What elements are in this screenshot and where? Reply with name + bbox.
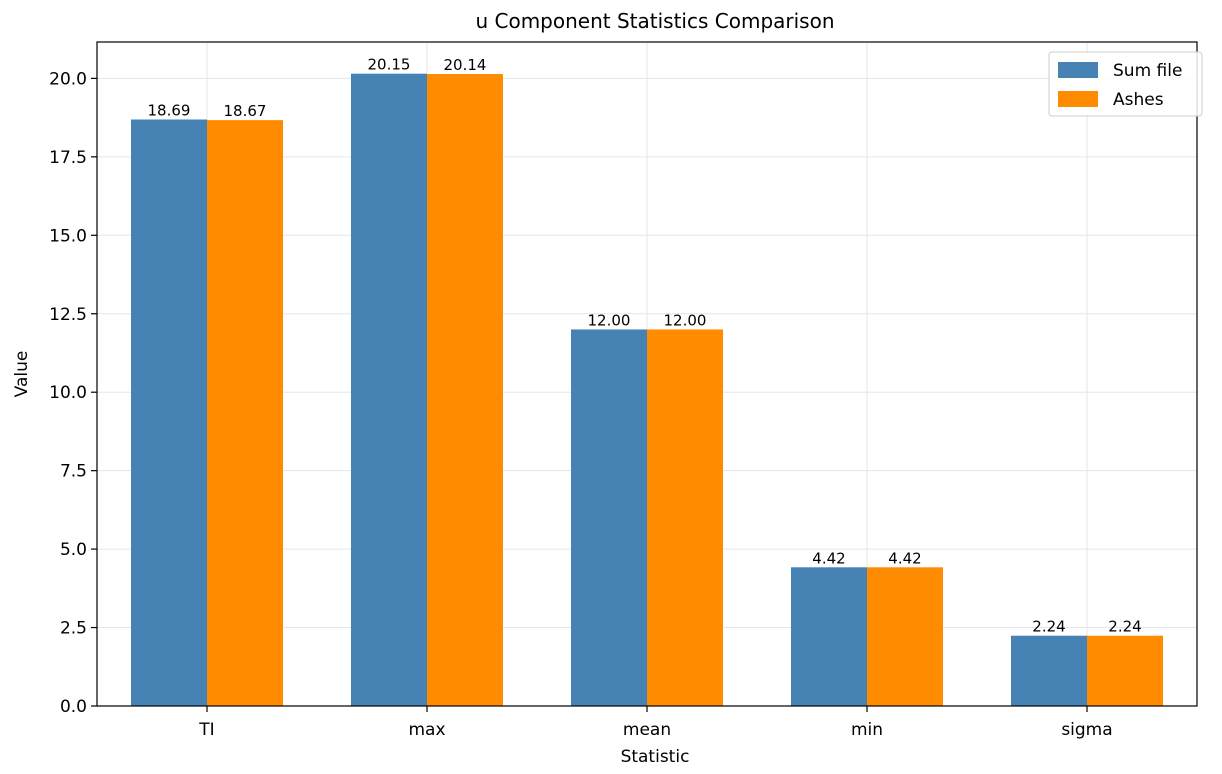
bar-sum-file-sigma [1011,635,1087,706]
legend-label: Ashes [1113,90,1164,110]
bar-value-label: 20.15 [368,56,411,74]
bar-value-label: 12.00 [664,311,707,329]
bars [131,73,1163,707]
bar-value-label: 4.42 [888,549,921,567]
bar-ashes-min [867,567,943,706]
y-tick-label: 12.5 [49,305,87,325]
bar-value-label: 18.69 [148,102,191,120]
y-tick-label: 7.5 [60,462,87,482]
bar-value-label: 2.24 [1032,618,1065,636]
bar-ashes-mean [647,329,723,706]
bar-sum-file-mean [571,329,647,706]
bar-sum-file-ti [131,119,207,707]
bar-ashes-sigma [1087,635,1163,706]
bar-sum-file-max [351,73,427,706]
x-tick-label: sigma [1061,720,1112,740]
y-tick-label: 0.0 [60,697,87,717]
x-tick-label: max [408,720,445,740]
legend: Sum file Ashes [1048,51,1203,117]
bar-value-label: 12.00 [588,311,631,329]
y-tick-label: 2.5 [60,619,87,639]
x-axis-label: Statistic [621,747,690,767]
y-tick-label: 10.0 [49,383,87,403]
bar-ashes-ti [207,120,283,706]
y-tick-label: 15.0 [49,226,87,246]
legend-swatch [1058,62,1098,78]
bar-value-label: 2.24 [1108,618,1141,636]
legend-swatch [1058,91,1098,107]
y-tick-label: 5.0 [60,540,87,560]
y-tick-label: 20.0 [49,69,87,89]
x-tick-label: mean [623,720,671,740]
bar-value-label: 20.14 [444,56,487,74]
bar-value-label: 18.67 [224,102,267,120]
y-tick-label: 17.5 [49,148,87,168]
y-axis-label: Value [12,351,32,398]
bar-value-label: 4.42 [812,549,845,567]
bar-value-labels: 18.69 20.15 12.00 4.42 2.24 18.67 20.14 12.00 4.… [148,56,1142,636]
chart-title: u Component Statistics Comparison [475,9,834,33]
bar-ashes-max [427,74,503,706]
bar-sum-file-min [791,567,867,706]
legend-label: Sum file [1113,61,1182,81]
x-tick-label: min [851,720,883,740]
x-tick-label: TI [198,720,214,740]
axes: 0.0 2.5 5.0 7.5 10.0 12.5 15.0 17.5 20.0 TI max mea… [49,41,1198,740]
